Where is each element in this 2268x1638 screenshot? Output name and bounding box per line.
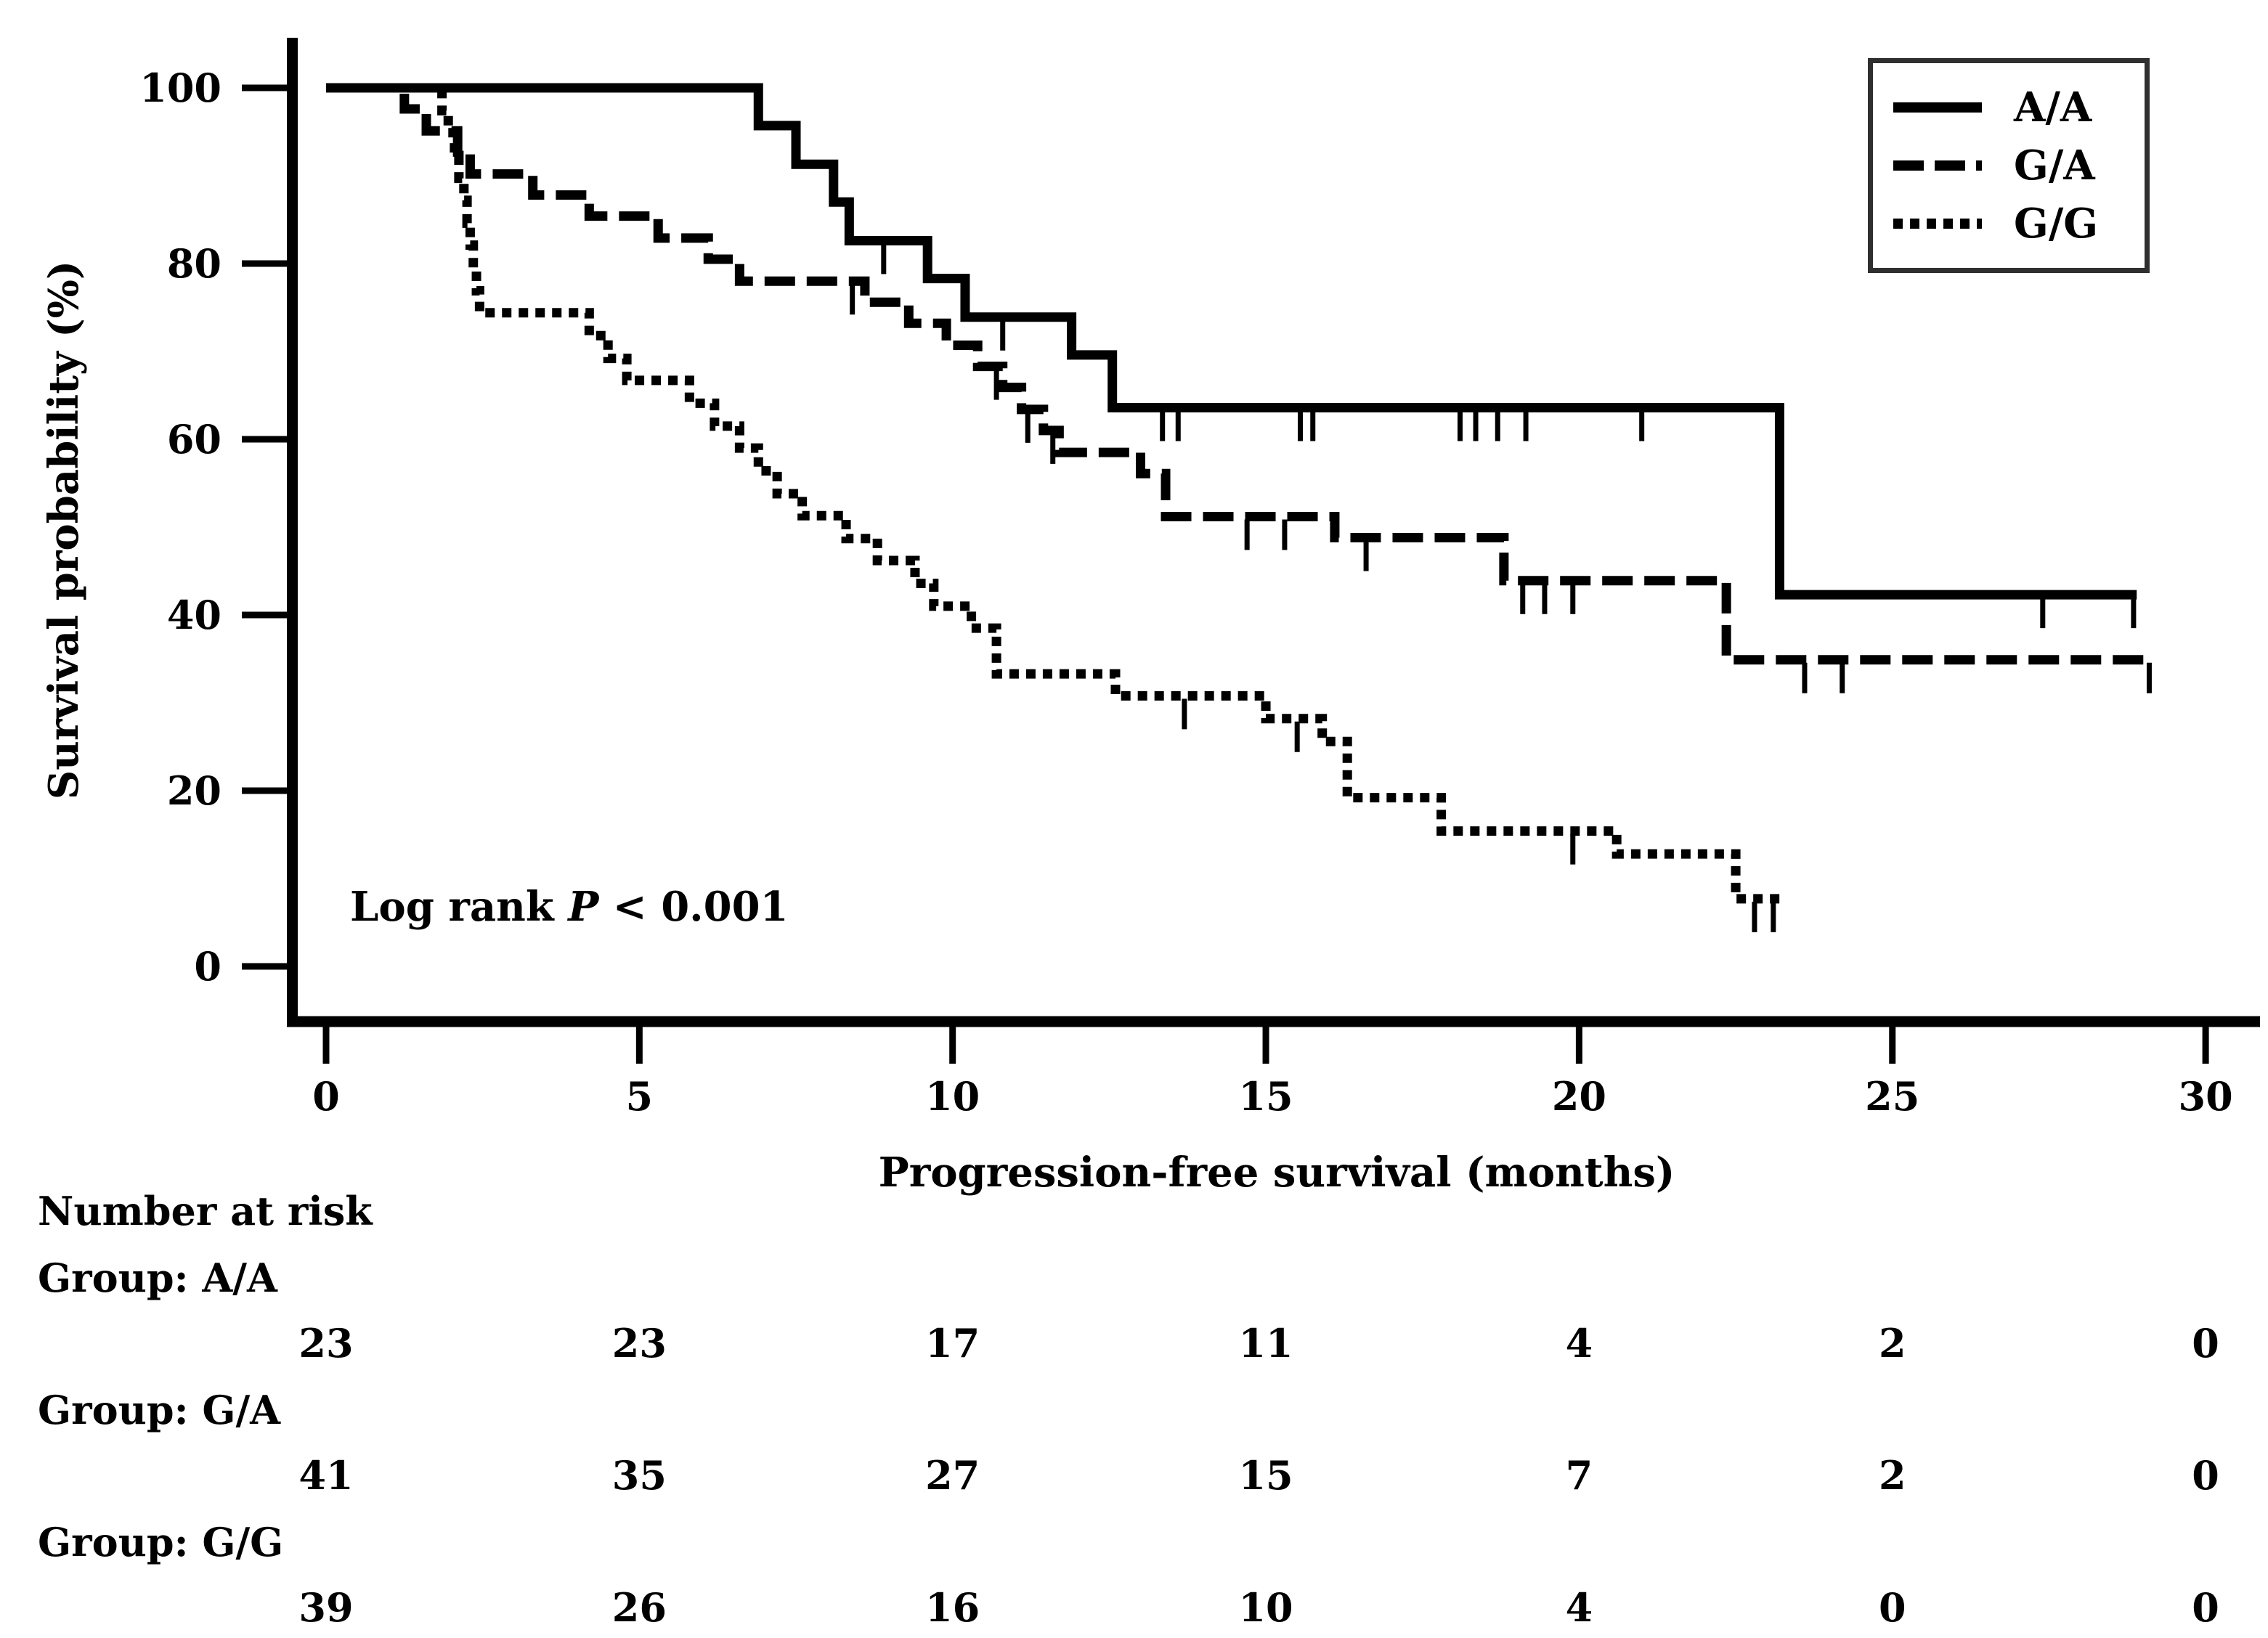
y-tick-label: 60 [166,416,221,463]
risk-count: 2 [1878,1320,1906,1366]
x-tick-label: 25 [1865,1073,1920,1120]
risk-group-label-gg: Group: G/G [38,1519,284,1565]
x-tick-label: 5 [625,1073,654,1120]
x-tick-label: 0 [312,1073,340,1120]
risk-count: 7 [1565,1452,1593,1499]
dotted-line-sample-icon [1893,219,1982,229]
risk-count: 23 [298,1320,354,1366]
legend-label-aa: A/A [2014,83,2092,131]
risk-count: 15 [1238,1452,1293,1499]
risk-group-label-aa: Group: A/A [38,1255,277,1301]
log-rank-p-symbol: P [568,883,599,931]
y-tick-label: 100 [139,65,221,111]
risk-count: 0 [1878,1584,1906,1631]
x-tick-label: 30 [2178,1073,2233,1120]
curve-ga-path [326,83,2153,665]
risk-count: 27 [925,1452,980,1499]
log-rank-value: < 0.001 [598,883,789,931]
risk-count: 16 [925,1584,980,1631]
risk-count: 41 [298,1452,354,1499]
risk-group-label-ga: Group: G/A [38,1387,281,1433]
risk-count: 10 [1238,1584,1293,1631]
risk-count: 26 [611,1584,667,1631]
legend-label-gg: G/G [2014,200,2099,248]
risk-count: 39 [298,1584,354,1631]
x-tick-label: 20 [1551,1073,1606,1120]
log-rank-annotation: Log rank P < 0.001 [350,883,789,931]
risk-count: 35 [611,1452,667,1499]
risk-count: 17 [925,1320,980,1366]
x-axis-title: Progression-free survival (months) [878,1149,1675,1197]
curve-gg-path [326,83,1787,904]
legend-box: A/A G/A G/G [1868,58,2150,273]
risk-count: 4 [1565,1320,1593,1366]
curve-aa-path [326,83,2137,600]
y-tick-label: 80 [166,240,221,287]
x-tick-label: 15 [1238,1073,1293,1120]
risk-count: 11 [1238,1320,1293,1366]
risk-count: 0 [2192,1452,2219,1499]
legend-row-gg: G/G [1893,203,2145,244]
y-axis-title: Survival probability (%) [40,260,88,800]
risk-count: 23 [611,1320,667,1366]
y-tick-label: 0 [194,943,221,990]
y-tick-label: 40 [166,592,221,638]
legend-row-aa: A/A [1893,87,2145,128]
legend-label-ga: G/A [2014,142,2095,190]
risk-count: 4 [1565,1584,1593,1631]
risk-table-title: Number at risk [38,1188,373,1234]
log-rank-prefix: Log rank [350,883,569,931]
x-tick-label: 10 [925,1073,980,1120]
risk-count: 2 [1878,1452,1906,1499]
dashed-line-sample-icon [1893,160,1982,171]
solid-line-sample-icon [1893,102,1982,113]
risk-count: 0 [2192,1320,2219,1366]
y-tick-label: 20 [166,767,221,814]
legend-row-ga: G/A [1893,145,2145,186]
risk-count: 0 [2192,1584,2219,1631]
